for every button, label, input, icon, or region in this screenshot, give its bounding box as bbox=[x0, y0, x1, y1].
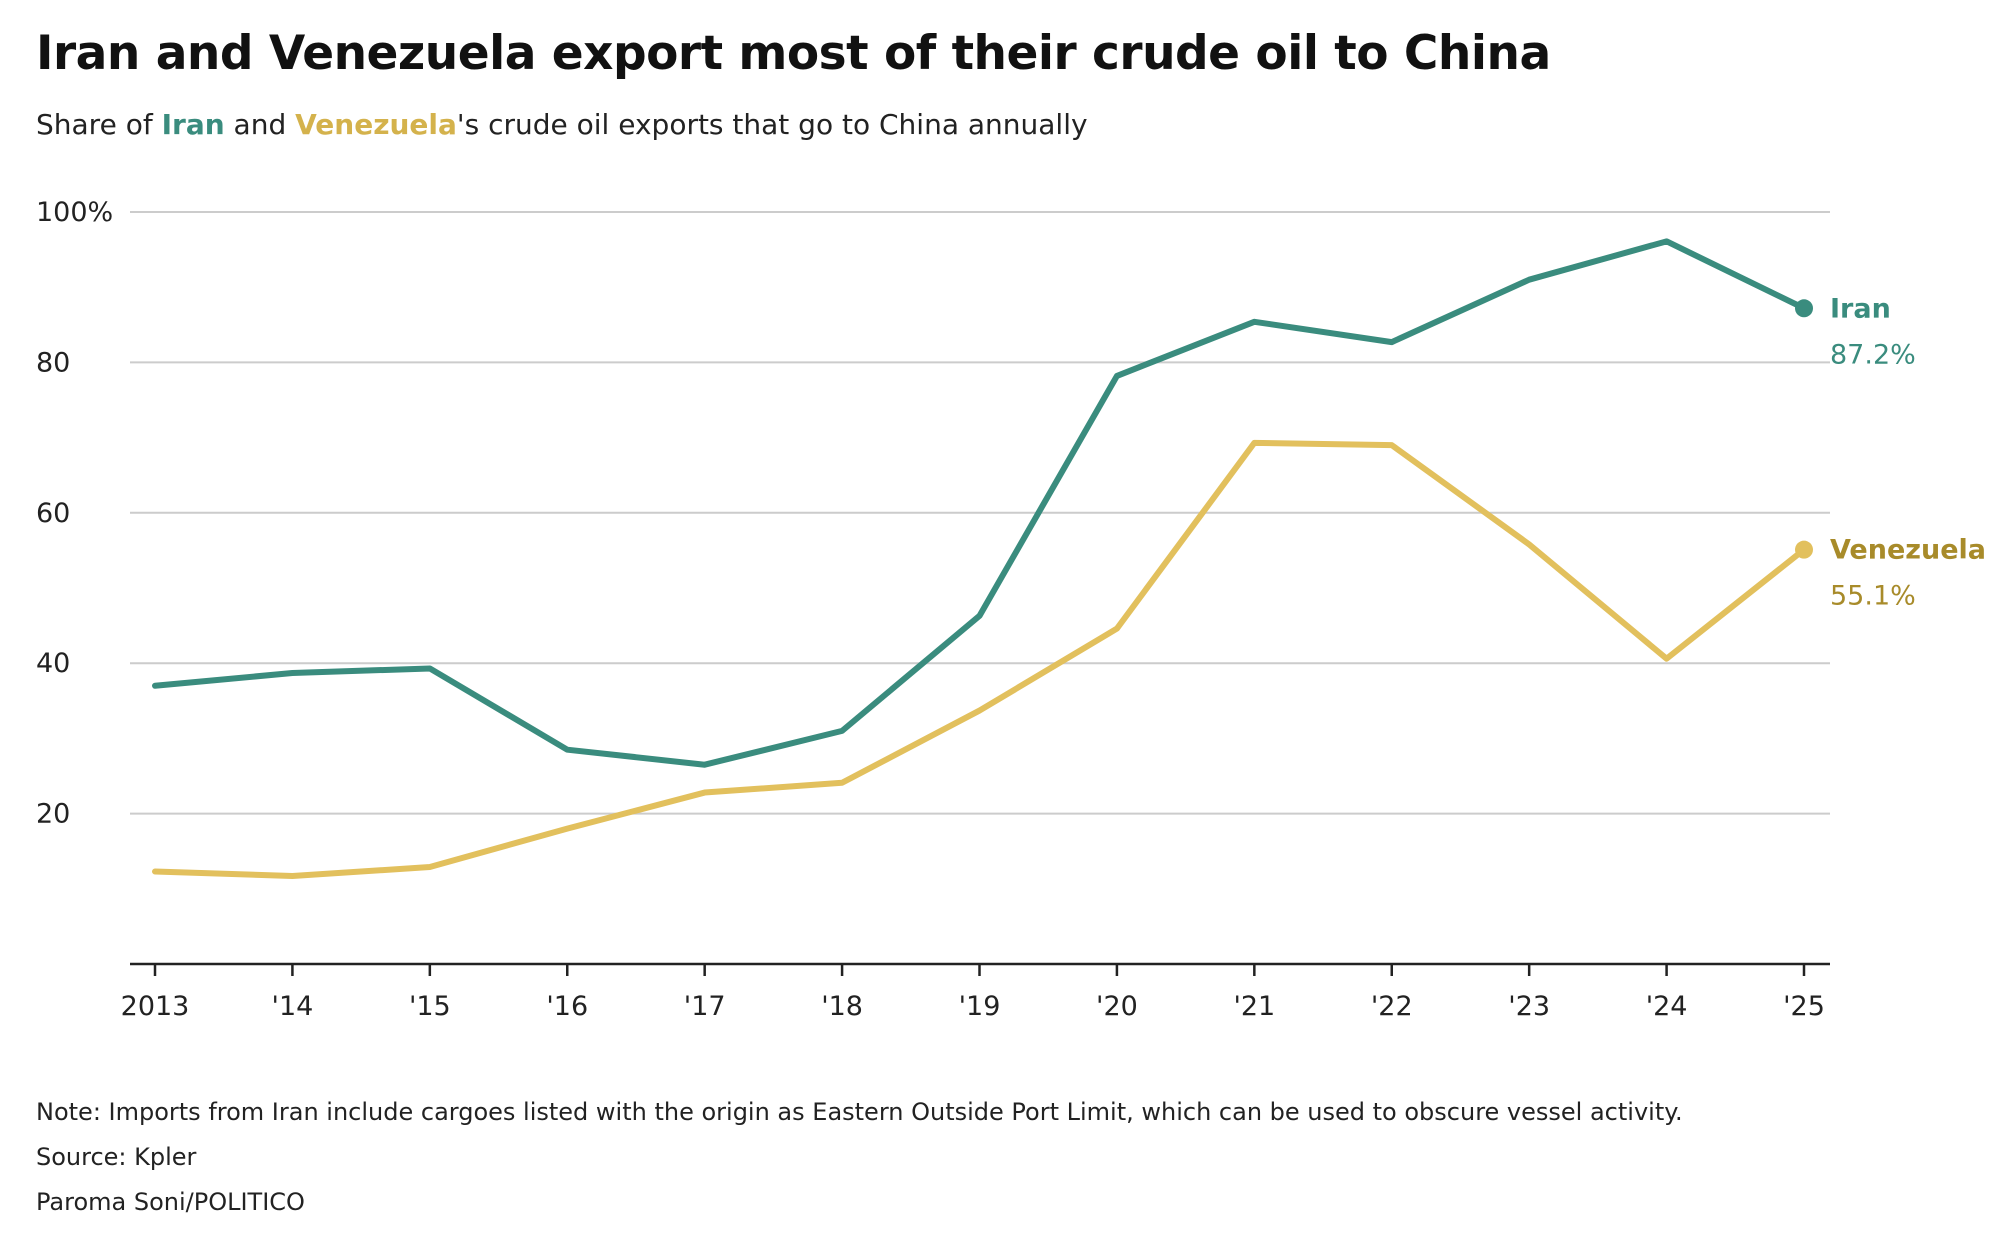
x-tick-label: 2013 bbox=[121, 991, 190, 1022]
footnote: Note: Imports from Iran include cargoes … bbox=[36, 1098, 1683, 1126]
y-tick-label: 40 bbox=[36, 648, 70, 679]
subtitle-iran-keyword: Iran bbox=[161, 108, 225, 141]
x-tick-label: '14 bbox=[272, 991, 314, 1022]
data-point-venezuela bbox=[1795, 540, 1813, 559]
x-tick-label: '21 bbox=[1233, 991, 1275, 1022]
x-tick-label: '22 bbox=[1371, 991, 1413, 1022]
x-tick-label: '16 bbox=[546, 991, 588, 1022]
x-axis: 2013 '14 '15 '16 '17 '18 '19 '20 '21 '22 '23 '24 '25 bbox=[121, 962, 1830, 1022]
x-tick-label: '24 bbox=[1646, 991, 1688, 1022]
subtitle-venezuela-keyword: Venezuela bbox=[295, 108, 457, 141]
series-lines bbox=[152, 238, 1813, 880]
x-tick-label: '25 bbox=[1783, 991, 1825, 1022]
series-line-iran bbox=[152, 238, 1807, 768]
series-line-venezuela bbox=[152, 439, 1807, 880]
chart-title: Iran and Venezuela export most of their … bbox=[36, 26, 1551, 81]
subtitle-suffix: 's crude oil exports that go to China an… bbox=[456, 108, 1088, 141]
credit-line: Paroma Soni/POLITICO bbox=[36, 1188, 305, 1216]
end-labels: Iran 87.2% Venezuela 55.1% bbox=[1830, 293, 1986, 611]
subtitle-middle: and bbox=[224, 108, 296, 141]
x-tick-label: '17 bbox=[684, 991, 726, 1022]
y-tick-label: 100% bbox=[36, 197, 113, 228]
x-tick-label: '20 bbox=[1096, 991, 1138, 1022]
x-tick-label: '18 bbox=[821, 991, 863, 1022]
subtitle-prefix: Share of bbox=[36, 108, 162, 141]
y-tick-label: 80 bbox=[36, 347, 70, 378]
source-line: Source: Kpler bbox=[36, 1143, 197, 1171]
x-tick-label: '19 bbox=[959, 991, 1001, 1022]
line-chart: 20 40 60 80 100% 2013 '14 '15 '16 '17 '18 '19 '20 '2… bbox=[36, 197, 1986, 1022]
x-tick-label: '23 bbox=[1508, 991, 1550, 1022]
data-point-iran bbox=[1795, 299, 1813, 318]
chart-subtitle: Share of Iran and Venezuela's crude oil … bbox=[36, 108, 1088, 141]
x-tick-label: '15 bbox=[409, 991, 451, 1022]
gridlines: 20 40 60 80 100% bbox=[36, 197, 1830, 830]
y-tick-label: 60 bbox=[36, 498, 70, 529]
y-tick-label: 20 bbox=[36, 799, 70, 830]
end-value-venezuela: 55.1% bbox=[1830, 581, 1916, 612]
end-label-venezuela: Venezuela bbox=[1830, 535, 1986, 566]
end-value-iran: 87.2% bbox=[1830, 339, 1916, 370]
end-label-iran: Iran bbox=[1830, 293, 1891, 324]
